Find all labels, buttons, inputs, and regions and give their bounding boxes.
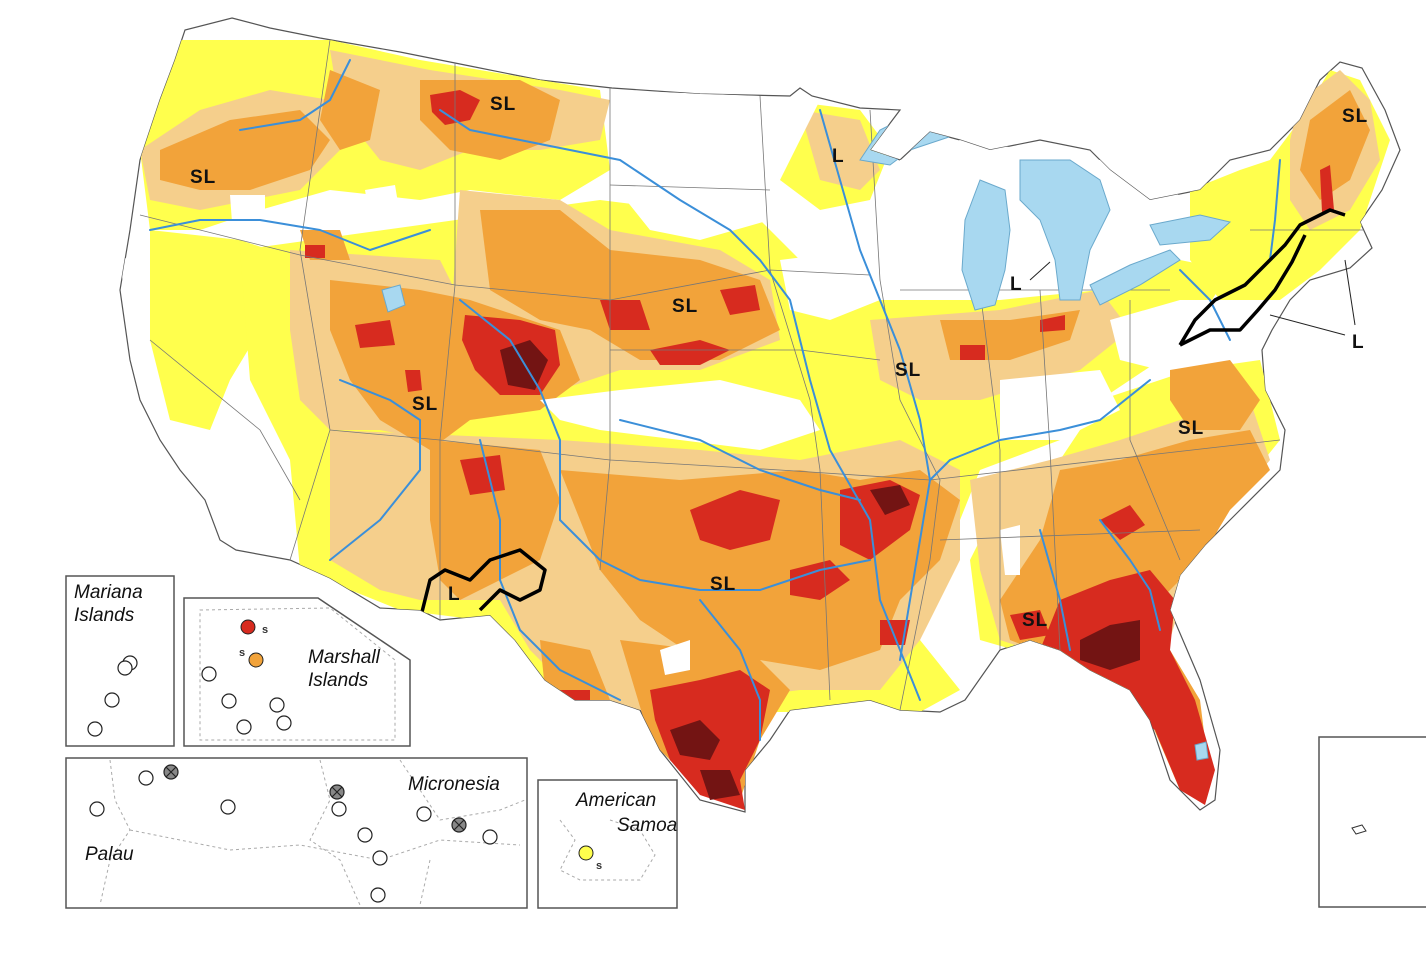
label-mi: L	[1010, 274, 1023, 295]
island-marker	[357, 827, 373, 843]
great-salt-lake	[381, 284, 406, 313]
island-marker	[370, 887, 386, 903]
label-mn: L	[832, 146, 845, 167]
no-data-x	[331, 786, 343, 798]
island-marker-d2	[248, 652, 264, 668]
island-marker	[201, 666, 217, 682]
island-marker	[482, 829, 498, 845]
island-marker	[276, 715, 292, 731]
island-marker	[117, 660, 133, 676]
label-ga: SL	[1022, 610, 1048, 631]
inset-puerto-rico	[1318, 736, 1426, 908]
samoa-title-line1: American	[575, 790, 656, 811]
leader-line-ne	[1344, 259, 1356, 326]
island-marker	[331, 801, 347, 817]
lake-okeechobee	[1194, 741, 1209, 761]
label-nm: L	[448, 584, 461, 605]
rivers	[149, 59, 1281, 741]
island-marker	[372, 850, 388, 866]
label-va: SL	[1178, 418, 1204, 439]
leader-line-pa	[1269, 314, 1346, 336]
lake-huron	[1019, 159, 1111, 301]
marshall-title-line1: Marshall	[308, 647, 381, 668]
d3-areas	[305, 90, 1334, 810]
inset-marshall-islands: s s Marshall Islands	[183, 597, 411, 747]
island-outline	[1351, 824, 1367, 835]
label-ok: SL	[710, 574, 736, 595]
island-marker	[221, 693, 237, 709]
label-pa: L	[1352, 332, 1365, 353]
island-marker	[104, 692, 120, 708]
palau-title: Palau	[85, 844, 134, 865]
lake-ontario	[1149, 214, 1232, 246]
island-marker-d3	[240, 619, 256, 635]
label-ne: SL	[672, 296, 698, 317]
island-marker	[269, 697, 285, 713]
label-ut: SL	[412, 394, 438, 415]
island-marker-d0	[578, 845, 594, 861]
samoa-s: s	[596, 860, 602, 872]
impact-labels: SL SL L SL L SL L SL SL SL SL L SL	[190, 94, 1368, 631]
mariana-title-line1: Mariana	[74, 582, 143, 603]
island-marker	[87, 721, 103, 737]
inset-micronesia-palau: Micronesia Palau	[65, 757, 528, 909]
samoa-title-line2: Samoa	[617, 815, 677, 836]
marshall-s2: s	[239, 647, 245, 659]
label-mt: SL	[490, 94, 516, 115]
no-data-x	[453, 819, 465, 831]
micronesia-title: Micronesia	[408, 774, 500, 795]
mariana-title-line2: Islands	[74, 605, 135, 626]
impact-boundaries	[418, 208, 1346, 621]
island-marker	[89, 801, 105, 817]
label-me: SL	[1342, 106, 1368, 127]
leader-line-mi	[1029, 261, 1051, 281]
island-marker	[220, 799, 236, 815]
island-marker	[138, 770, 154, 786]
island-marker	[416, 806, 432, 822]
lake-erie	[1089, 249, 1181, 306]
label-il: SL	[895, 360, 921, 381]
marshall-title-line2: Islands	[308, 670, 369, 691]
marshall-s1: s	[262, 624, 268, 636]
inset-american-samoa: American Samoa s	[537, 779, 678, 909]
lake-michigan	[961, 179, 1011, 311]
d4-areas	[500, 340, 1140, 800]
no-data-x	[165, 766, 177, 778]
label-nw: SL	[190, 167, 216, 188]
island-marker	[236, 719, 252, 735]
inset-mariana-islands: Mariana Islands	[65, 575, 175, 747]
